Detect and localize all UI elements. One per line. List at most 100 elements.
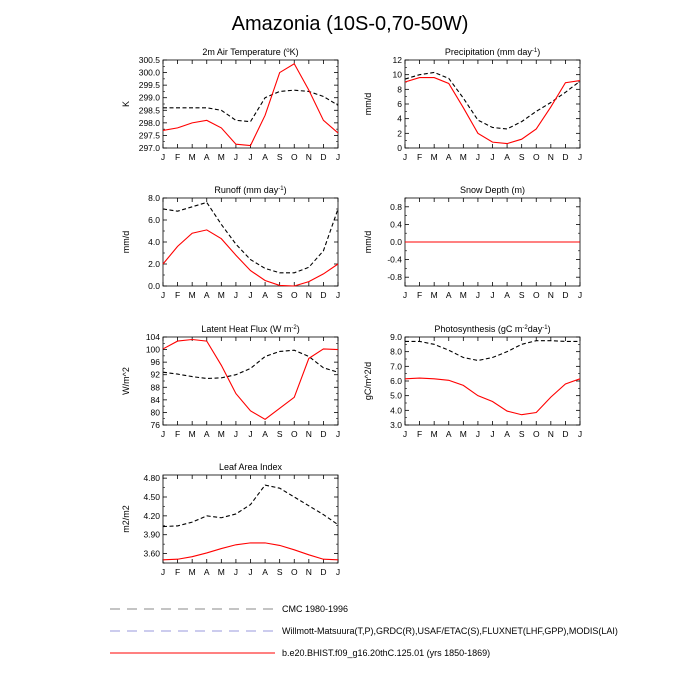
y-tick-label: 3.90 — [143, 530, 160, 540]
panel-title: 2m Air Temperature (oK) — [202, 47, 298, 57]
x-tick-label: M — [218, 152, 225, 162]
y-axis-label: m2/m2 — [121, 505, 131, 533]
x-tick-label: M — [460, 429, 467, 439]
y-tick-label: 8.0 — [148, 193, 160, 203]
y-tick-label: 4.80 — [143, 473, 160, 483]
x-tick-label: J — [248, 429, 252, 439]
y-tick-label: 300.5 — [139, 55, 161, 65]
x-tick-label: J — [161, 152, 165, 162]
title-part: Leaf Area Index — [219, 462, 283, 472]
x-tick-label: O — [291, 290, 298, 300]
y-tick-label: 4.20 — [143, 511, 160, 521]
x-tick-label: M — [460, 290, 467, 300]
y-tick-label: 0.4 — [390, 219, 402, 229]
panel-2: Runoff (mm day-1)mm/d0.02.04.06.08.0J F M A… — [121, 185, 340, 300]
title-superscript: o — [286, 48, 290, 54]
y-tick-label: 104 — [146, 332, 160, 342]
x-tick-label: O — [533, 152, 540, 162]
series-line-obs — [162, 349, 339, 380]
x-tick-label: A — [446, 290, 452, 300]
y-tick-label: 4 — [397, 114, 402, 124]
x-tick-label: F — [417, 290, 422, 300]
x-tick-label: A — [204, 567, 210, 577]
y-tick-label: 8.0 — [390, 347, 402, 357]
y-tick-label: 0.0 — [148, 281, 160, 291]
title-superscript: -1 — [542, 325, 548, 331]
x-tick-label: A — [262, 152, 268, 162]
x-tick-label: J — [234, 429, 238, 439]
x-tick-label: N — [306, 429, 312, 439]
title-part: Snow Depth (m) — [460, 185, 525, 195]
x-tick-label: J — [336, 290, 340, 300]
x-tick-label: N — [306, 290, 312, 300]
x-tick-label: S — [519, 290, 525, 300]
x-tick-label: M — [431, 429, 438, 439]
x-tick-label: J — [234, 290, 238, 300]
panel-title: Precipitation (mm day-1) — [445, 47, 540, 57]
x-tick-label: A — [204, 152, 210, 162]
y-tick-label: 0 — [397, 143, 402, 153]
x-tick-label: J — [234, 567, 238, 577]
panel-title: Snow Depth (m) — [460, 185, 525, 195]
y-tick-label: 76 — [151, 420, 161, 430]
series-line-model — [162, 63, 339, 147]
x-tick-label: A — [504, 152, 510, 162]
figure-title: Amazonia (10S-0,70-50W) — [232, 13, 469, 35]
x-tick-label: D — [320, 429, 326, 439]
x-tick-label: F — [175, 567, 180, 577]
legend-label: b.e20.BHIST.f09_g16.20thC.125.01 (yrs 18… — [282, 648, 490, 658]
x-tick-label: F — [175, 290, 180, 300]
y-tick-label: 6.0 — [148, 215, 160, 225]
x-tick-label: M — [218, 567, 225, 577]
series-line-model — [162, 542, 339, 561]
title-part: Latent Heat Flux (W m — [201, 324, 291, 334]
y-tick-label: 299.0 — [139, 93, 161, 103]
panels: 2m Air Temperature (oK) K 297.0 297.5 298.0 2… — [121, 47, 582, 577]
title-part: day — [528, 324, 543, 334]
x-tick-label: F — [417, 429, 422, 439]
y-tick-label: 10 — [393, 70, 403, 80]
y-tick-label: 12 — [393, 55, 403, 65]
x-tick-label: D — [562, 152, 568, 162]
title-part: 2m Air Temperature ( — [202, 47, 286, 57]
y-tick-label: 2.0 — [148, 259, 160, 269]
x-tick-label: J — [403, 429, 407, 439]
x-tick-label: N — [548, 429, 554, 439]
x-tick-label: M — [218, 429, 225, 439]
x-tick-label: O — [291, 429, 298, 439]
panel-3: Snow Depth (m)mm/d-0.8-0.40.00.40.8J F M A M… — [363, 185, 582, 300]
x-tick-label: S — [277, 429, 283, 439]
title-part: Photosynthesis (gC m — [434, 324, 522, 334]
title-part: ) — [537, 47, 540, 57]
x-tick-label: S — [519, 152, 525, 162]
x-tick-label: J — [336, 152, 340, 162]
y-tick-label: 7.0 — [390, 361, 402, 371]
series-line-obs — [163, 89, 339, 123]
x-tick-label: A — [504, 290, 510, 300]
y-tick-label: 300.0 — [139, 68, 161, 78]
y-tick-label: 298.5 — [139, 105, 161, 115]
x-tick-label: M — [189, 429, 196, 439]
x-tick-label: J — [234, 152, 238, 162]
y-tick-label: 299.5 — [139, 80, 161, 90]
x-tick-label: J — [161, 290, 165, 300]
y-tick-label: 297.0 — [139, 143, 161, 153]
y-axis-label: mm/d — [363, 93, 373, 116]
panel-title: Latent Heat Flux (W m-2) — [201, 324, 299, 334]
series-line-model — [162, 338, 339, 420]
panel-0: 2m Air Temperature (oK) K 297.0 297.5 298.0 2… — [121, 47, 340, 162]
x-tick-label: J — [403, 152, 407, 162]
y-tick-label: 92 — [151, 370, 161, 380]
panel-title: Leaf Area Index — [219, 462, 283, 472]
x-tick-label: N — [548, 290, 554, 300]
y-tick-label: 80 — [151, 407, 161, 417]
x-tick-label: M — [218, 290, 225, 300]
y-tick-label: 297.5 — [139, 130, 161, 140]
x-tick-label: M — [189, 290, 196, 300]
x-tick-label: D — [320, 152, 326, 162]
y-tick-label: 4.50 — [143, 492, 160, 502]
legend-label: CMC 1980-1996 — [282, 604, 348, 614]
series-line-model — [404, 77, 581, 145]
